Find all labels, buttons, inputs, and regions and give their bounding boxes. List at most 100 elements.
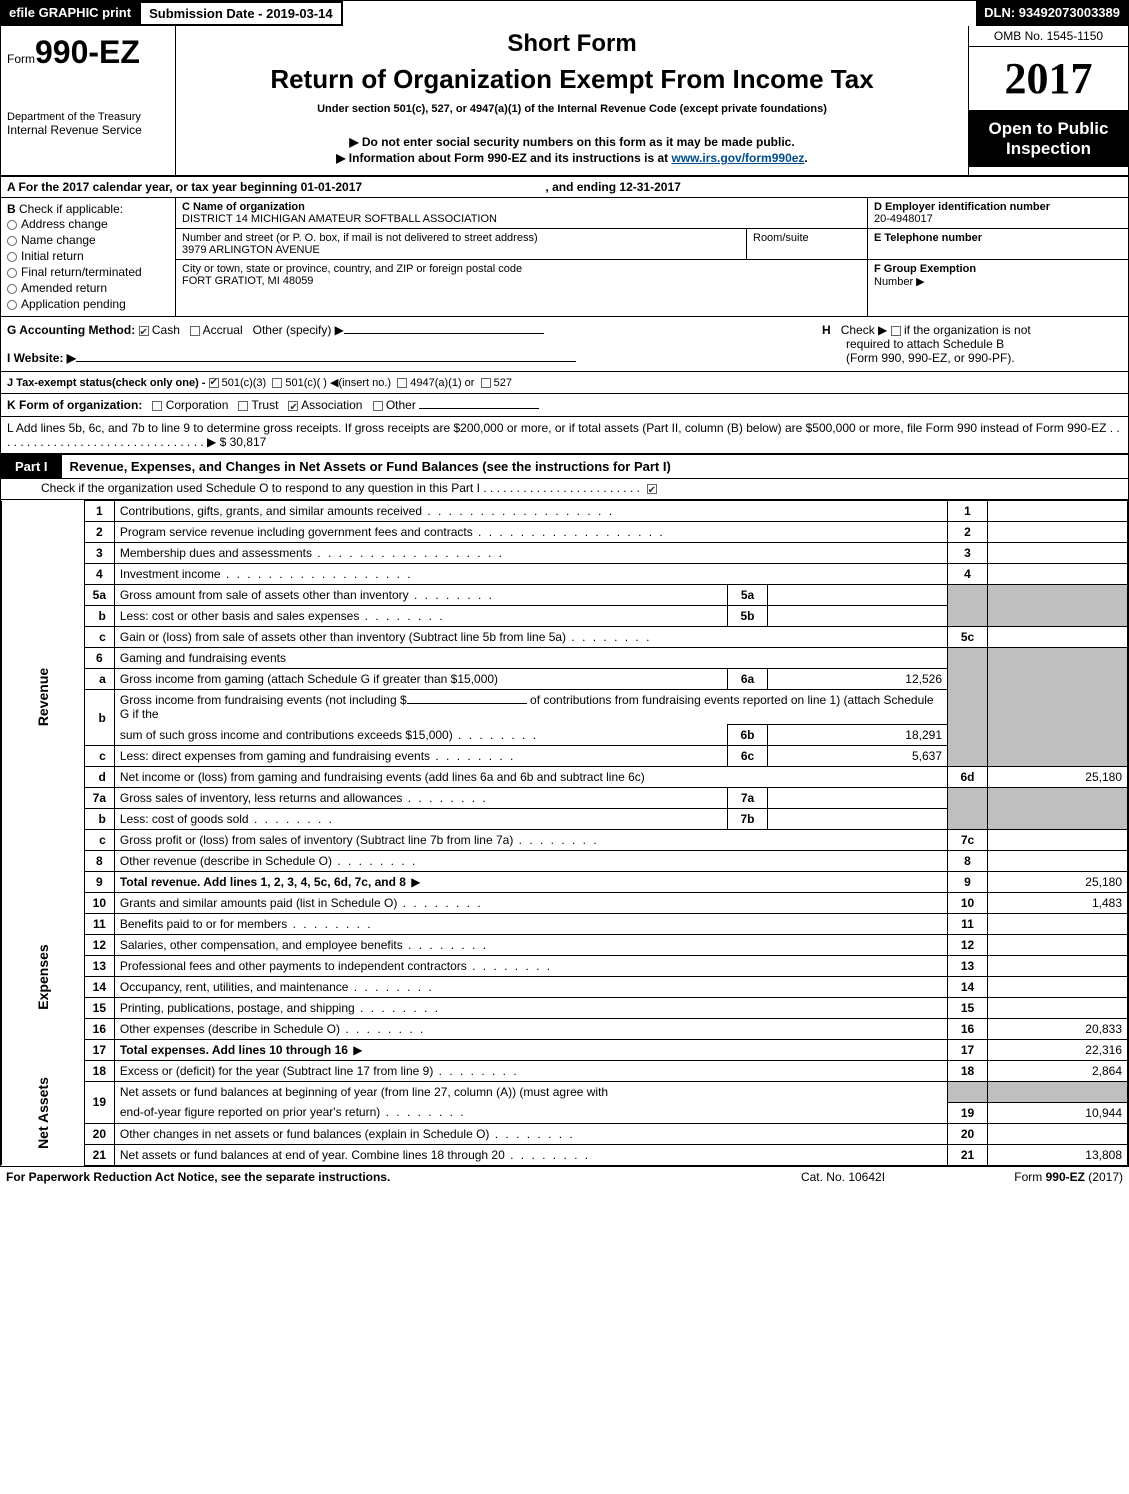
dln-label: DLN: 93492073003389 [976, 1, 1128, 26]
checkbox-501c-icon[interactable] [272, 378, 282, 388]
line-num: 1 [84, 501, 114, 522]
line-num: 5a [84, 585, 114, 606]
line-desc: Membership dues and assessments [114, 543, 947, 564]
checkbox-icon[interactable] [7, 220, 17, 230]
section-b-to-f: B Check if applicable: Address change Na… [1, 198, 1128, 317]
line-a-text: A For the 2017 calendar year, or tax yea… [1, 177, 1128, 197]
line-desc: Gross profit or (loss) from sales of inv… [114, 830, 947, 851]
desc-text: Other revenue (describe in Schedule O) [120, 854, 417, 868]
k-assoc: Association [301, 398, 362, 412]
mini-value: 18,291 [768, 725, 948, 746]
desc-text: Total revenue. Add lines 1, 2, 3, 4, 5c,… [120, 875, 406, 889]
line-num: 17 [84, 1040, 114, 1061]
table-row: 2 Program service revenue including gove… [2, 522, 1128, 543]
check-if-applicable: Check if applicable: [19, 202, 123, 216]
line-desc: Occupancy, rent, utilities, and maintena… [114, 977, 947, 998]
line-desc: Less: cost of goods sold [114, 809, 727, 830]
line-g-i: G Accounting Method: Cash Accrual Other … [7, 323, 822, 365]
line-desc: Total expenses. Add lines 10 through 16 [114, 1040, 947, 1061]
checkbox-trust-icon[interactable] [238, 401, 248, 411]
checkbox-corp-icon[interactable] [152, 401, 162, 411]
line-num: b [84, 809, 114, 830]
checkbox-icon[interactable] [7, 236, 17, 246]
checkbox-icon[interactable] [7, 284, 17, 294]
line-desc: Less: direct expenses from gaming and fu… [114, 746, 727, 767]
box-e: E Telephone number [868, 229, 1128, 260]
line-desc: Other revenue (describe in Schedule O) [114, 851, 947, 872]
checkbox-4947-icon[interactable] [397, 378, 407, 388]
arrow-icon [406, 875, 423, 889]
desc-text: Excess or (deficit) for the year (Subtra… [120, 1064, 519, 1078]
mini-label: 6a [728, 669, 768, 690]
checkbox-schedo-icon[interactable] [647, 484, 657, 494]
checkbox-h-icon[interactable] [891, 326, 901, 336]
desc-text: Total expenses. Add lines 10 through 16 [120, 1043, 348, 1057]
footer-left: For Paperwork Reduction Act Notice, see … [6, 1170, 743, 1184]
return-title: Return of Organization Exempt From Incom… [186, 64, 958, 95]
form-number: Form990-EZ [7, 34, 169, 71]
table-row: 13 Professional fees and other payments … [2, 956, 1128, 977]
line-desc: sum of such gross income and contributio… [114, 725, 727, 746]
j-4947: 4947(a)(1) or [410, 377, 474, 389]
checkbox-accrual-icon[interactable] [190, 326, 200, 336]
checkbox-icon[interactable] [7, 300, 17, 310]
g-cash: Cash [152, 323, 180, 337]
desc-text: Program service revenue including govern… [120, 525, 665, 539]
side-revenue-label: Revenue [35, 661, 51, 733]
checkbox-501c3-icon[interactable] [209, 378, 219, 388]
desc-text: Occupancy, rent, utilities, and maintena… [120, 980, 434, 994]
line-num: 2 [84, 522, 114, 543]
line-h: H Check ▶ if the organization is not req… [822, 323, 1122, 365]
checkbox-527-icon[interactable] [481, 378, 491, 388]
col-def: D Employer identification number 20-4948… [868, 198, 1128, 316]
mini-value [768, 606, 948, 627]
opt-app-pending: Application pending [21, 297, 126, 311]
line-desc: Gross income from gaming (attach Schedul… [114, 669, 727, 690]
checkbox-assoc-icon[interactable] [288, 401, 298, 411]
mini-value: 5,637 [768, 746, 948, 767]
table-row: 6 Gaming and fundraising events [2, 648, 1128, 669]
k-other-line [419, 408, 539, 409]
table-row: Expenses 10 Grants and similar amounts p… [2, 893, 1128, 914]
f-label2: Number ▶ [874, 276, 925, 288]
line-desc: Total revenue. Add lines 1, 2, 3, 4, 5c,… [114, 872, 947, 893]
form-container: efile GRAPHIC print Submission Date - 20… [0, 0, 1129, 1167]
checkbox-other-icon[interactable] [373, 401, 383, 411]
tax-year: 2017 [969, 47, 1128, 111]
checkbox-icon[interactable] [7, 268, 17, 278]
desc-text: Grants and similar amounts paid (list in… [120, 896, 483, 910]
room-suite-cell: Room/suite [747, 229, 867, 259]
addr-label: Number and street (or P. O. box, if mail… [182, 232, 538, 244]
line-val [988, 977, 1128, 998]
mini-label: 7a [728, 788, 768, 809]
table-row: 7a Gross sales of inventory, less return… [2, 788, 1128, 809]
k-corp: Corporation [166, 398, 229, 412]
opt-address-change: Address change [21, 217, 108, 231]
line-lab: 10 [948, 893, 988, 914]
desc-text: Gross sales of inventory, less returns a… [120, 791, 488, 805]
line-lab: 13 [948, 956, 988, 977]
g-other-line [344, 333, 544, 334]
table-row: 16 Other expenses (describe in Schedule … [2, 1019, 1128, 1040]
page-footer: For Paperwork Reduction Act Notice, see … [0, 1167, 1129, 1187]
line-desc: Net assets or fund balances at end of ye… [114, 1144, 947, 1165]
line-desc: Benefits paid to or for members [114, 914, 947, 935]
table-row: 12 Salaries, other compensation, and emp… [2, 935, 1128, 956]
line-num: b [84, 606, 114, 627]
topbar: efile GRAPHIC print Submission Date - 20… [1, 1, 1128, 26]
header-right: OMB No. 1545-1150 2017 Open to Public In… [968, 26, 1128, 175]
cb-app-pending: Application pending [7, 296, 169, 312]
checkbox-cash-icon[interactable] [139, 326, 149, 336]
city-label: City or town, state or province, country… [182, 263, 522, 275]
line-desc: Excess or (deficit) for the year (Subtra… [114, 1061, 947, 1082]
info-link[interactable]: www.irs.gov/form990ez [671, 151, 804, 165]
desc-text: Salaries, other compensation, and employ… [120, 938, 488, 952]
line-desc: Investment income [114, 564, 947, 585]
efile-print-label: efile GRAPHIC print [1, 1, 139, 26]
line-num: 3 [84, 543, 114, 564]
opt-amended-return: Amended return [21, 281, 107, 295]
line-desc: Gross amount from sale of assets other t… [114, 585, 727, 606]
checkbox-icon[interactable] [7, 252, 17, 262]
info-prefix: ▶ Information about Form 990-EZ and its … [336, 151, 671, 165]
desc-text: Printing, publications, postage, and shi… [120, 1001, 440, 1015]
